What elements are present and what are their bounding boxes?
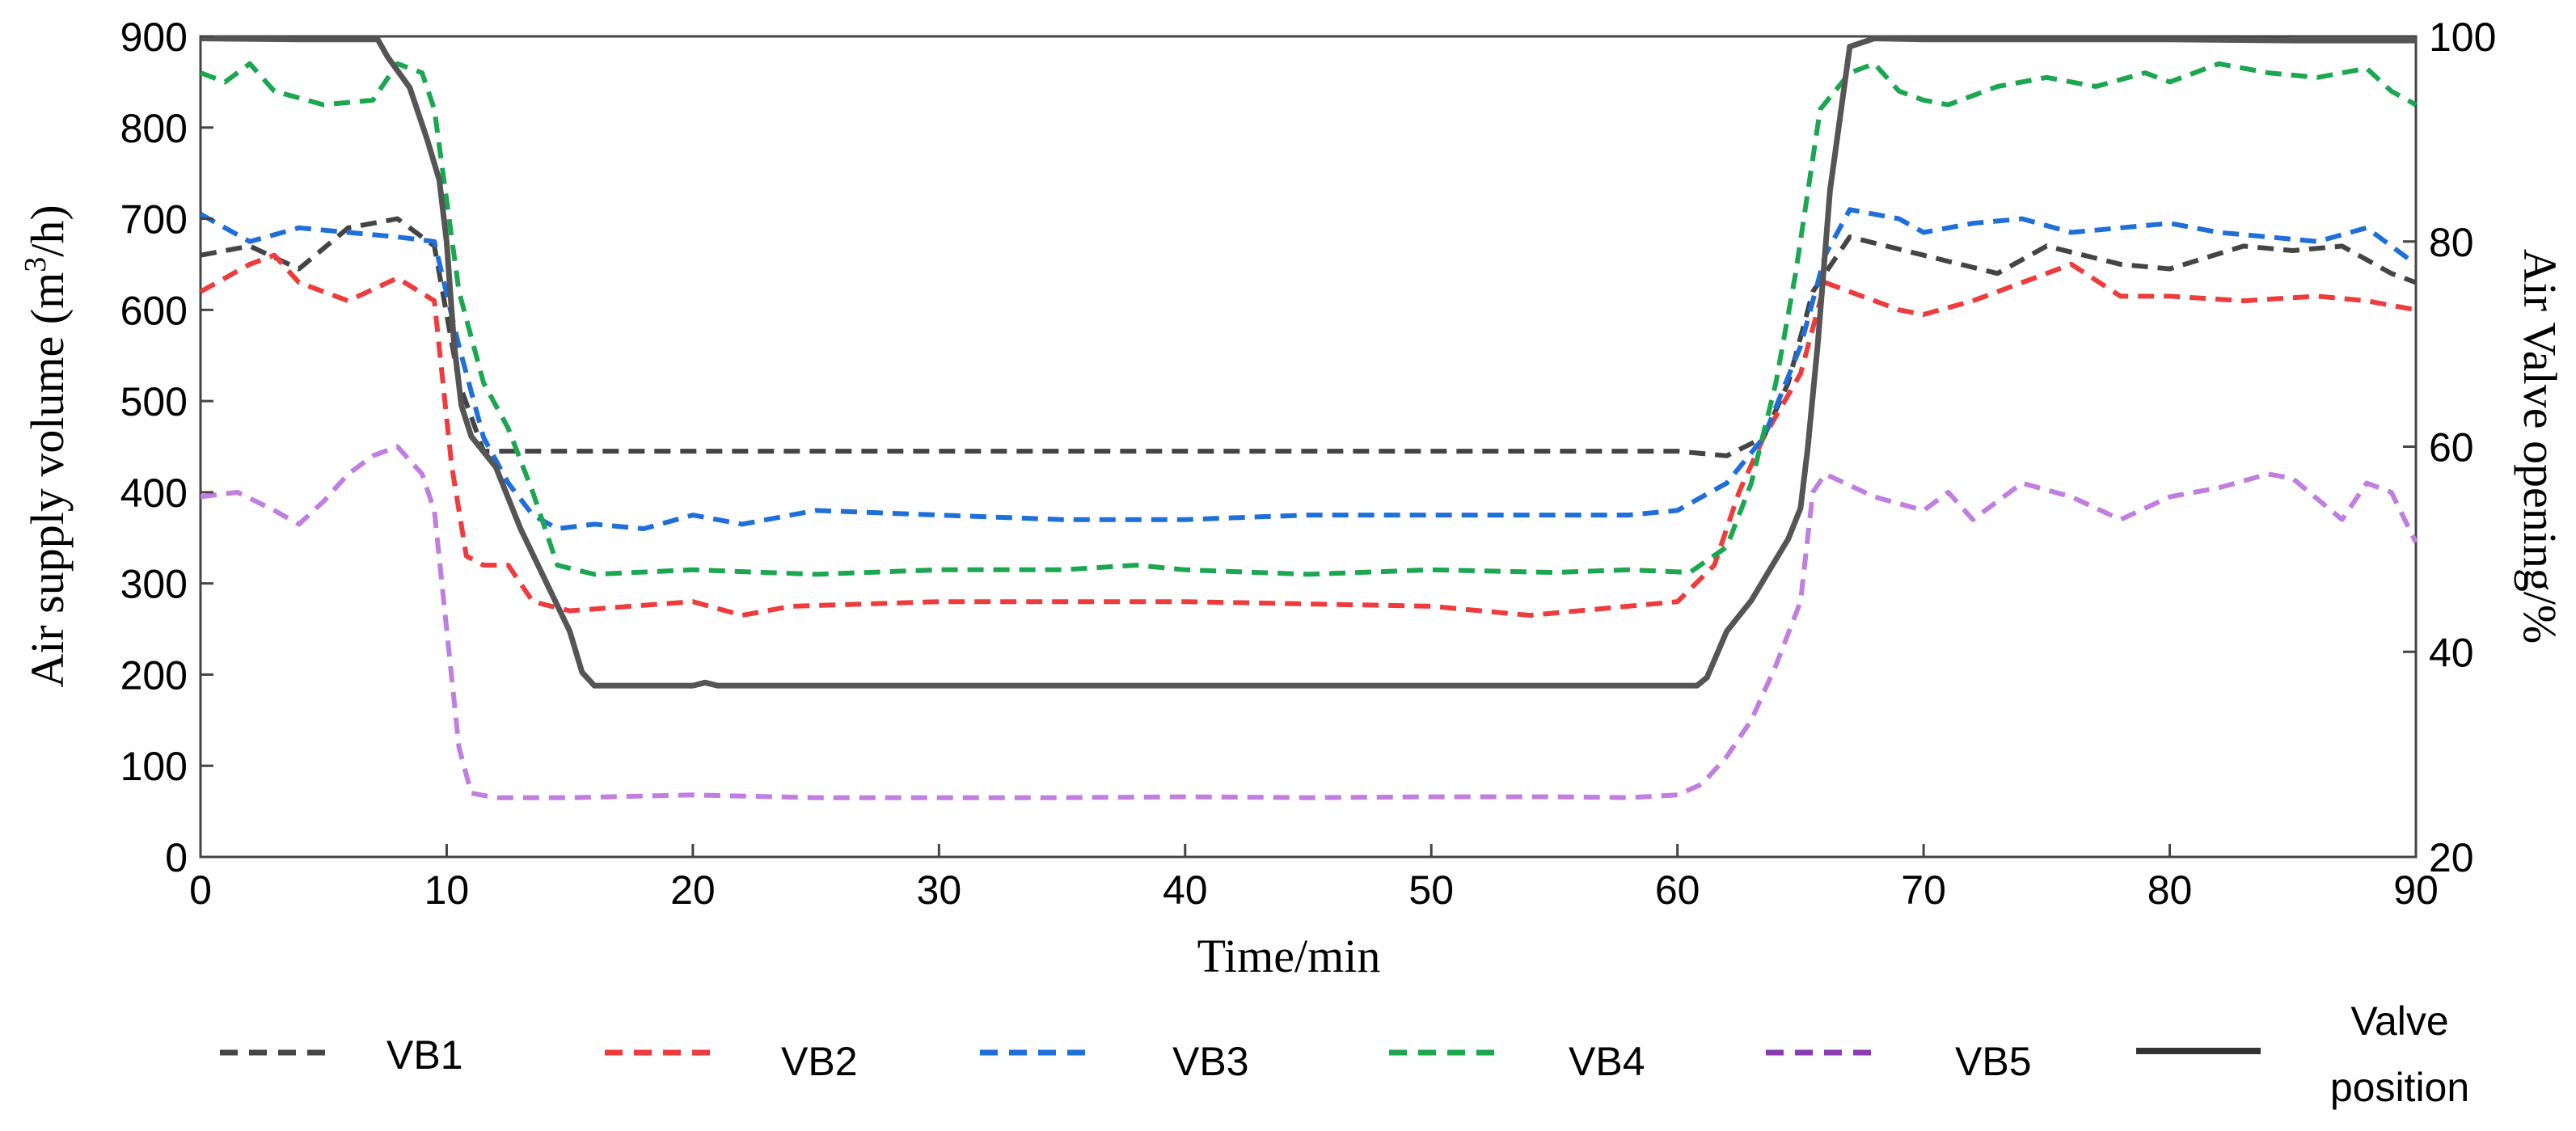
y-tick-label-600: 600 xyxy=(120,288,188,333)
x-tick-label-60: 60 xyxy=(1655,867,1700,913)
y2-axis-label: Air Valve opening/% xyxy=(2514,249,2566,644)
y2-tick-label-100: 100 xyxy=(2429,15,2496,60)
x-axis-label: Time/min xyxy=(1197,930,1381,982)
x-tick-label-80: 80 xyxy=(2147,867,2193,913)
x-tick-label-50: 50 xyxy=(1408,867,1454,913)
legend-label-vb5: VB5 xyxy=(1955,1039,2032,1084)
series-line-vb4 xyxy=(199,61,2418,577)
legend: VB1 VB2 VB3 VB4 VB5 Valve position xyxy=(220,998,2469,1110)
series-line-vb2 xyxy=(199,252,2417,618)
legend-label-valve-position: Valve position xyxy=(2330,998,2469,1110)
y2-tick-label-60: 60 xyxy=(2429,425,2474,471)
series-line-valve-position xyxy=(200,36,2416,689)
y2-tick-label-80: 80 xyxy=(2429,220,2474,265)
y-axis-label-tail: /h) xyxy=(21,205,74,256)
x-tick-label-20: 20 xyxy=(670,867,716,913)
y-tick-label-500: 500 xyxy=(120,379,188,424)
series-line-vb3 xyxy=(199,207,2418,531)
plot-frame xyxy=(199,35,2418,859)
legend-label-valve-line1: Valve xyxy=(2350,998,2448,1044)
legend-label-vb4: VB4 xyxy=(1569,1039,1645,1084)
y-tick-label-700: 700 xyxy=(120,197,188,243)
y-tick-label-900: 900 xyxy=(120,15,188,60)
x-tick-label-0: 0 xyxy=(189,867,212,913)
x-tick-label-70: 70 xyxy=(1901,867,1946,913)
legend-label-vb3: VB3 xyxy=(1172,1039,1249,1084)
series-line-vb1 xyxy=(200,216,2418,458)
y-tick-label-300: 300 xyxy=(120,562,188,607)
legend-label-valve-line2: position xyxy=(2330,1065,2469,1110)
series-layer xyxy=(199,36,2418,800)
y-axis-label: Air supply volume (m3/h) xyxy=(19,205,74,687)
ticks-layer: 0 10 20 30 40 50 60 70 80 90010020030040050060070… xyxy=(120,15,2497,913)
x-tick-label-30: 30 xyxy=(917,867,962,913)
y-tick-label-100: 100 xyxy=(120,744,188,789)
y-tick-label-0: 0 xyxy=(165,835,188,880)
y2-tick-label-40: 40 xyxy=(2429,630,2474,675)
y-tick-label-800: 800 xyxy=(120,106,188,151)
x-tick-label-10: 10 xyxy=(424,867,470,913)
plot-area xyxy=(199,35,2418,859)
x-tick-label-40: 40 xyxy=(1163,867,1208,913)
y-tick-label-200: 200 xyxy=(120,652,188,698)
x-tick-label-90: 90 xyxy=(2393,867,2439,913)
y-tick-label-400: 400 xyxy=(120,471,188,516)
legend-label-vb1: VB1 xyxy=(386,1032,463,1078)
y-axis-label-main: Air supply volume (m xyxy=(21,272,74,688)
legend-label-vb2: VB2 xyxy=(781,1039,858,1084)
y-axis-label-sup: 3 xyxy=(19,257,53,272)
y2-tick-label-20: 20 xyxy=(2429,835,2474,880)
